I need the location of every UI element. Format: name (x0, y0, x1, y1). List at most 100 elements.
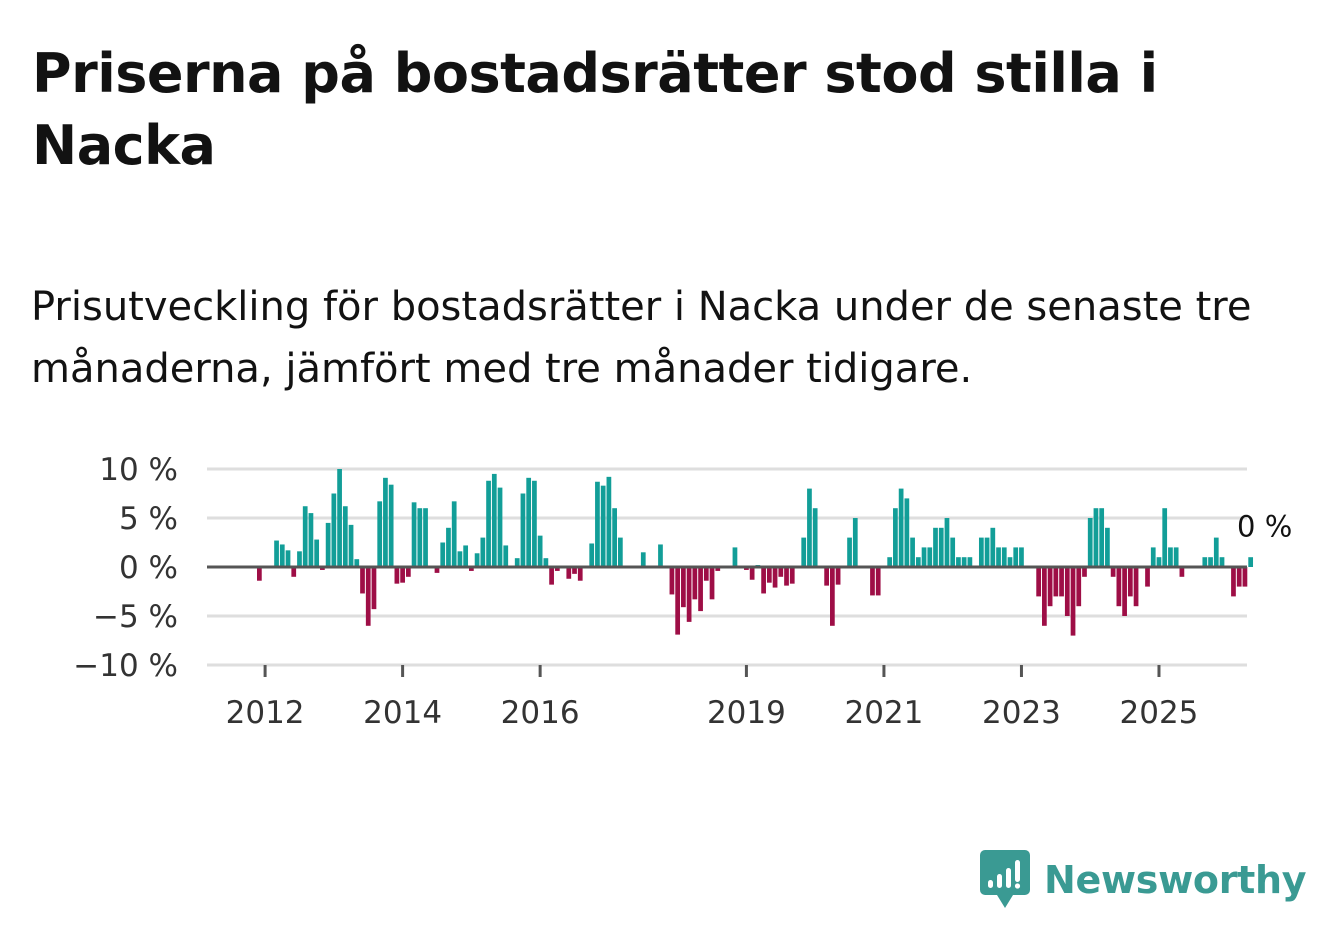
bar (371, 567, 377, 610)
bar (996, 547, 1001, 567)
bar (807, 488, 812, 567)
bar (348, 524, 354, 567)
bar (950, 537, 956, 567)
bar (1116, 567, 1122, 607)
bar (847, 537, 852, 567)
y-tick-label: −5 % (93, 599, 178, 635)
bar (709, 567, 715, 600)
bar (1019, 547, 1024, 567)
bar (377, 501, 383, 567)
bar (1179, 567, 1185, 577)
bar (388, 484, 394, 567)
bar (956, 557, 961, 567)
bar (692, 567, 698, 600)
bar (852, 518, 858, 567)
bar (766, 567, 772, 583)
bar (274, 540, 279, 567)
bar (572, 567, 577, 574)
bar (772, 567, 778, 588)
x-tick-label: 2014 (363, 695, 442, 731)
bar (486, 480, 491, 567)
bar (279, 544, 285, 567)
bar (1036, 567, 1042, 597)
chart-title: Priserna på bostadsrätter stod stilla i … (32, 42, 1158, 177)
bar (1047, 567, 1053, 607)
bar (984, 537, 990, 567)
bar (325, 522, 331, 567)
bar (1013, 547, 1019, 567)
bar (1042, 567, 1047, 626)
bar (1007, 557, 1013, 567)
bar (549, 567, 554, 585)
bar (1001, 547, 1007, 567)
bar (302, 506, 308, 567)
bar (342, 506, 348, 567)
bar (990, 527, 996, 567)
bar (480, 537, 486, 567)
bar (640, 552, 646, 567)
bar (921, 547, 927, 567)
bar (1087, 518, 1093, 567)
bar (1213, 537, 1219, 567)
bar (1070, 567, 1076, 636)
bar (595, 481, 600, 567)
bar (669, 567, 675, 595)
bar (612, 508, 617, 567)
bar (749, 567, 755, 580)
bar (830, 567, 835, 626)
bar (703, 567, 709, 581)
bar (761, 567, 766, 594)
bar (1105, 527, 1110, 567)
bar (1133, 567, 1139, 607)
x-tick-label: 2019 (707, 695, 786, 731)
bar (383, 477, 388, 567)
bar (812, 508, 818, 567)
bar (1053, 567, 1059, 597)
bar (784, 567, 789, 586)
bar (870, 567, 875, 596)
bar (1076, 567, 1082, 607)
bar (285, 550, 291, 567)
bar (617, 537, 623, 567)
bar (308, 513, 314, 567)
end-value-label: 0 % (1237, 510, 1292, 544)
x-tick-label: 2021 (844, 695, 923, 731)
bar (910, 537, 915, 567)
bar (577, 567, 583, 581)
bar (365, 567, 371, 626)
bar (1162, 508, 1168, 567)
bar (423, 508, 428, 567)
bar (675, 567, 681, 635)
bar (938, 527, 944, 567)
bar (1168, 547, 1173, 567)
bar (1150, 547, 1156, 567)
bar (331, 493, 337, 567)
bar (944, 518, 950, 567)
bar (978, 537, 984, 567)
bar (681, 567, 686, 608)
bar (1202, 557, 1208, 567)
bar (589, 543, 595, 567)
bar (967, 557, 973, 567)
bar (514, 558, 520, 567)
bar (933, 527, 938, 567)
bar (1064, 567, 1070, 616)
bar (789, 567, 795, 584)
bar (824, 567, 829, 586)
bar (360, 567, 365, 594)
bar (1219, 557, 1225, 567)
bar (543, 558, 549, 567)
x-tick-label: 2023 (982, 695, 1061, 731)
bar (554, 567, 560, 571)
bar (732, 547, 738, 567)
bar-chart: 10 % 5 % 0 % −5 % −10 % 2012 2014 2016 2019 2021 2… (73, 452, 1292, 731)
y-tick-label: 10 % (99, 452, 178, 488)
bar (1236, 567, 1242, 587)
bar (600, 485, 606, 567)
bar (606, 476, 612, 567)
bar (297, 551, 302, 567)
x-tick-label: 2016 (501, 695, 580, 731)
x-tick-label: 2012 (226, 695, 305, 731)
newsworthy-logo-icon (980, 850, 1030, 908)
bar (658, 544, 663, 567)
